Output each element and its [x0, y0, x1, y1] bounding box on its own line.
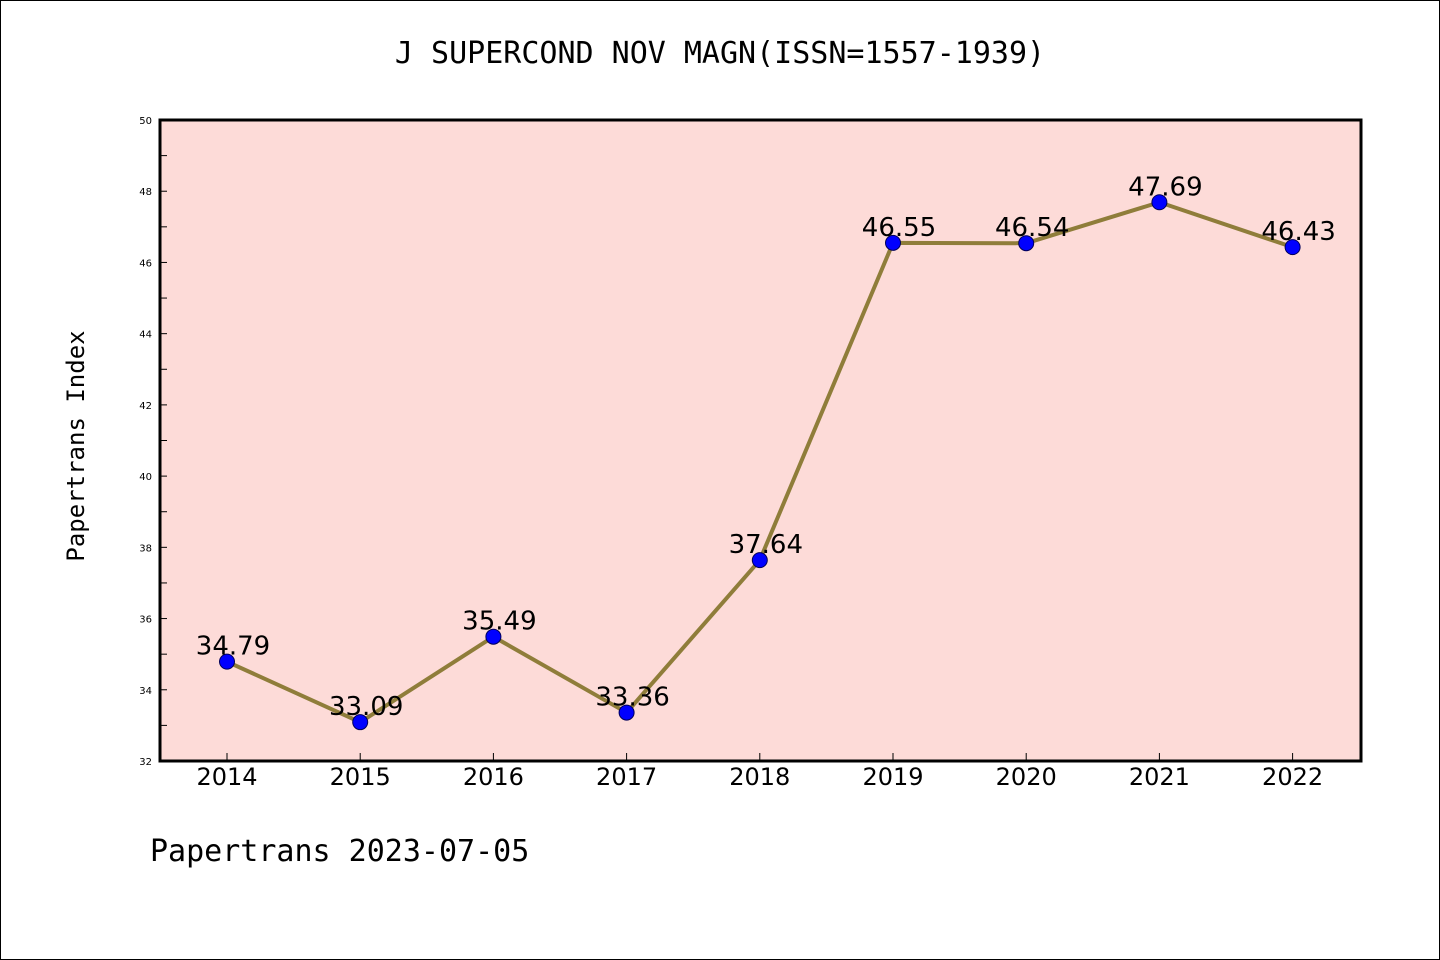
data-point — [751, 552, 768, 569]
x-tick-label: 2021 — [1129, 763, 1190, 791]
plot-area — [158, 118, 1363, 763]
data-label: 35.49 — [462, 607, 536, 637]
data-point — [485, 628, 502, 645]
footer-note: Papertrans 2023-07-05 — [150, 834, 530, 869]
data-label: 33.09 — [329, 692, 403, 722]
y-tick-label: 48 — [139, 187, 152, 198]
y-tick-label: 32 — [139, 757, 152, 768]
x-tick-label: 2017 — [596, 763, 657, 791]
y-axis-title: Papertrans Index — [62, 330, 90, 561]
y-tick-label: 50 — [139, 116, 152, 127]
data-label: 46.55 — [862, 213, 936, 243]
y-tick-label: 38 — [139, 543, 152, 554]
data-point — [1151, 194, 1168, 211]
x-tick-label: 2015 — [330, 763, 391, 791]
chart-title: J SUPERCOND NOV MAGN(ISSN=1557-1939) — [394, 36, 1046, 71]
data-point — [1018, 235, 1035, 252]
y-tick-label: 40 — [139, 472, 152, 483]
x-tick-label: 2020 — [996, 763, 1057, 791]
y-axis: 32 34 36 38 40 42 44 46 48 50 — [139, 116, 167, 768]
data-label: 46.43 — [1261, 217, 1335, 247]
y-tick-label: 46 — [139, 258, 152, 269]
y-tick-label: 42 — [139, 401, 152, 412]
data-point — [618, 704, 635, 721]
data-label: 47.69 — [1128, 172, 1202, 202]
x-tick-label: 2019 — [862, 763, 923, 791]
y-tick-label: 36 — [139, 615, 152, 626]
data-point — [1284, 239, 1301, 256]
y-tick-label: 34 — [139, 686, 152, 697]
x-tick-label: 2016 — [463, 763, 524, 791]
data-point — [885, 234, 901, 251]
y-tick-label: 44 — [139, 330, 152, 341]
series-layer: 34.79 33.09 35.49 33.36 37.64 46.55 46.54 47.69… — [196, 172, 1336, 731]
data-label: 37.64 — [729, 530, 803, 560]
data-label: 34.79 — [196, 632, 270, 662]
data-point — [219, 653, 235, 670]
data-label: 46.54 — [995, 213, 1069, 243]
data-point — [352, 714, 369, 731]
x-tick-label: 2018 — [729, 763, 790, 791]
data-label: 33.36 — [595, 683, 669, 713]
x-tick-label: 2022 — [1262, 763, 1323, 791]
x-axis: 2014 2015 2016 2017 2018 2019 2020 2021 2022 — [196, 753, 1323, 791]
x-tick-label: 2014 — [196, 763, 257, 791]
